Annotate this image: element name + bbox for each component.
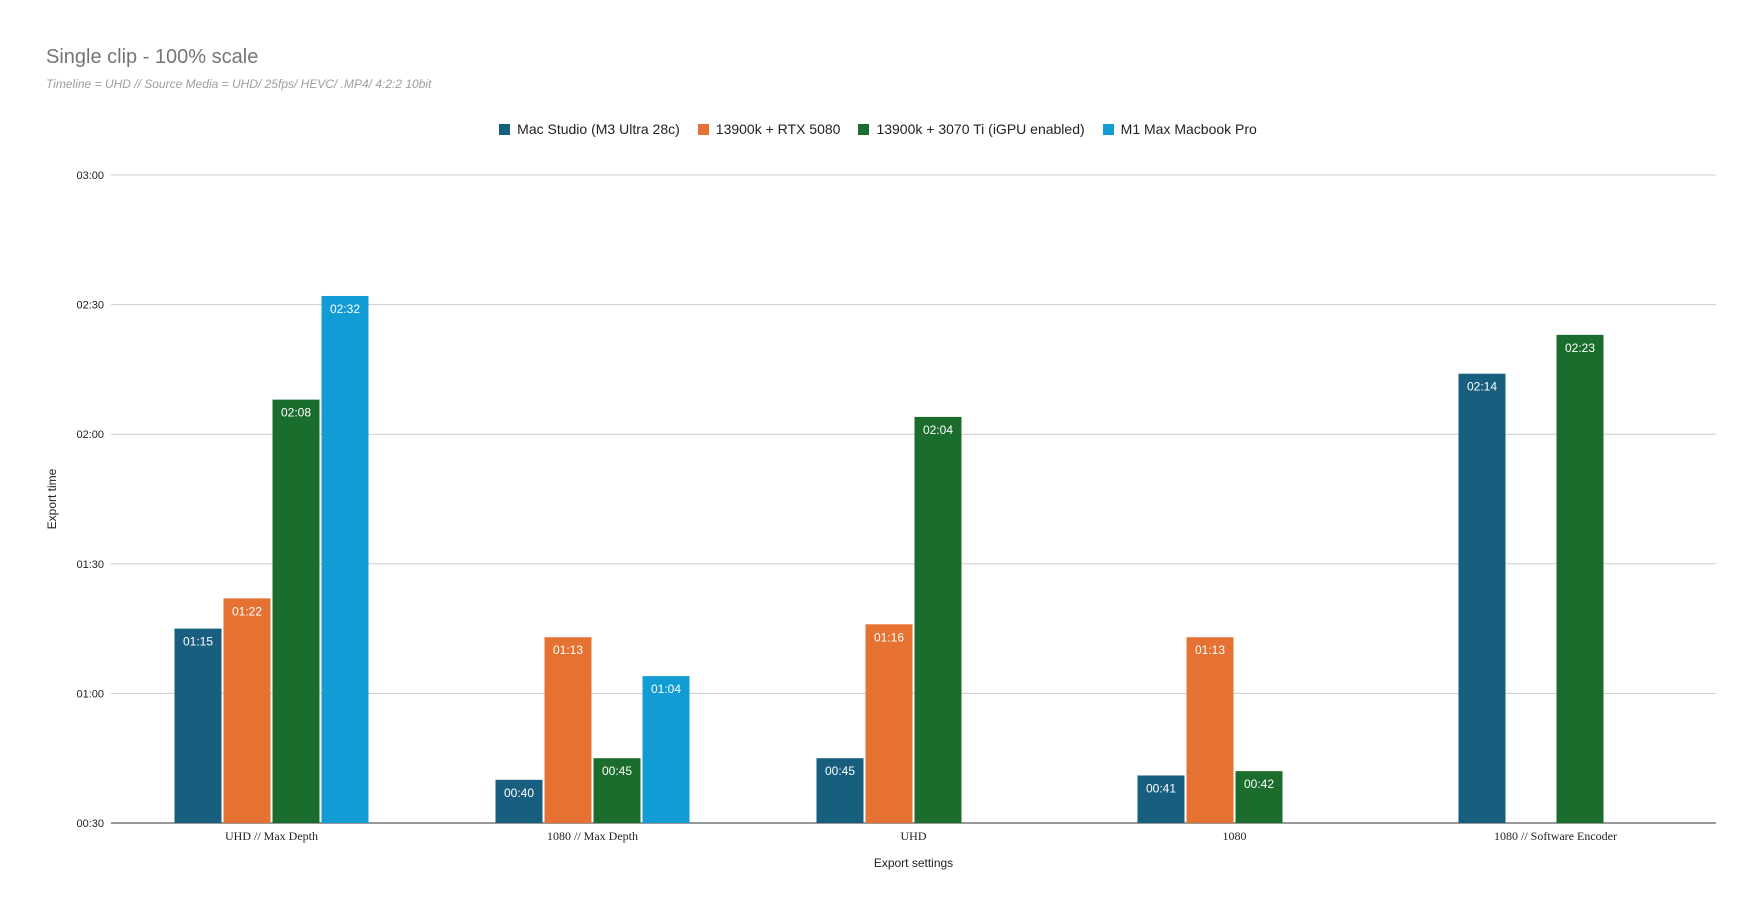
legend-label: 13900k + RTX 5080: [715, 121, 841, 137]
legend-label: Mac Studio (M3 Ultra 28c): [517, 121, 680, 137]
y-tick-label: 01:00: [76, 688, 104, 700]
data-label: 01:16: [874, 630, 904, 644]
data-label: 01:13: [553, 643, 583, 657]
chart-title: Single clip - 100% scale: [46, 46, 259, 68]
bar: [495, 779, 543, 823]
data-label: 00:40: [504, 786, 534, 800]
data-label: 00:41: [1146, 781, 1176, 795]
bar: [272, 399, 320, 823]
data-label: 02:32: [330, 302, 360, 316]
x-tick-label: 1080: [1223, 829, 1247, 843]
bar: [321, 295, 369, 824]
data-label: 01:13: [1195, 643, 1225, 657]
legend-item-rtx-5080[interactable]: 13900k + RTX 5080: [697, 121, 841, 137]
x-axis-title: Export settings: [874, 856, 953, 870]
bar: [865, 624, 913, 823]
legend-item-3070ti[interactable]: 13900k + 3070 Ti (iGPU enabled): [858, 121, 1085, 137]
chart-subtitle: Timeline = UHD // Source Media = UHD/ 25…: [46, 77, 432, 91]
data-label: 01:04: [651, 682, 681, 696]
data-label: 00:42: [1244, 777, 1274, 791]
legend-swatch: [858, 123, 870, 135]
x-tick-label: UHD: [901, 829, 927, 843]
legend-swatch: [1102, 123, 1114, 135]
legend-swatch: [697, 123, 709, 135]
data-label: 01:22: [232, 604, 262, 618]
bar: [544, 637, 592, 823]
data-label: 02:23: [1565, 341, 1595, 355]
y-tick-label: 03:00: [76, 170, 104, 182]
legend-swatch: [499, 123, 511, 135]
bar: [593, 758, 641, 823]
x-tick-label: 1080 // Software Encoder: [1494, 829, 1617, 843]
bar: [816, 758, 864, 823]
data-label: 02:14: [1467, 380, 1497, 394]
y-tick-label: 02:30: [76, 300, 104, 312]
bar: [914, 416, 962, 823]
data-label: 00:45: [825, 764, 855, 778]
bar: [1235, 771, 1283, 823]
data-label: 02:04: [923, 423, 953, 437]
bar: [1137, 775, 1185, 823]
legend-item-m1-max[interactable]: M1 Max Macbook Pro: [1102, 121, 1257, 137]
x-tick-label: UHD // Max Depth: [225, 829, 318, 843]
bar: [174, 628, 222, 823]
data-label: 00:45: [602, 764, 632, 778]
y-tick-label: 02:00: [76, 429, 104, 441]
y-tick-label: 01:30: [76, 559, 104, 571]
bar: [642, 676, 690, 823]
bar: [1458, 373, 1506, 823]
bar: [1556, 334, 1604, 823]
bar: [223, 598, 271, 823]
y-tick-label: 00:30: [76, 818, 104, 830]
bar: [1186, 637, 1234, 823]
data-label: 02:08: [281, 406, 311, 420]
legend-label: M1 Max Macbook Pro: [1120, 121, 1257, 137]
legend-label: 13900k + 3070 Ti (iGPU enabled): [876, 121, 1085, 137]
data-label: 01:15: [183, 635, 213, 649]
legend-item-mac-studio[interactable]: Mac Studio (M3 Ultra 28c): [499, 121, 680, 137]
y-axis-title: Export time: [45, 468, 59, 529]
legend: Mac Studio (M3 Ultra 28c) 13900k + RTX 5…: [0, 121, 1756, 137]
x-tick-label: 1080 // Max Depth: [547, 829, 638, 843]
